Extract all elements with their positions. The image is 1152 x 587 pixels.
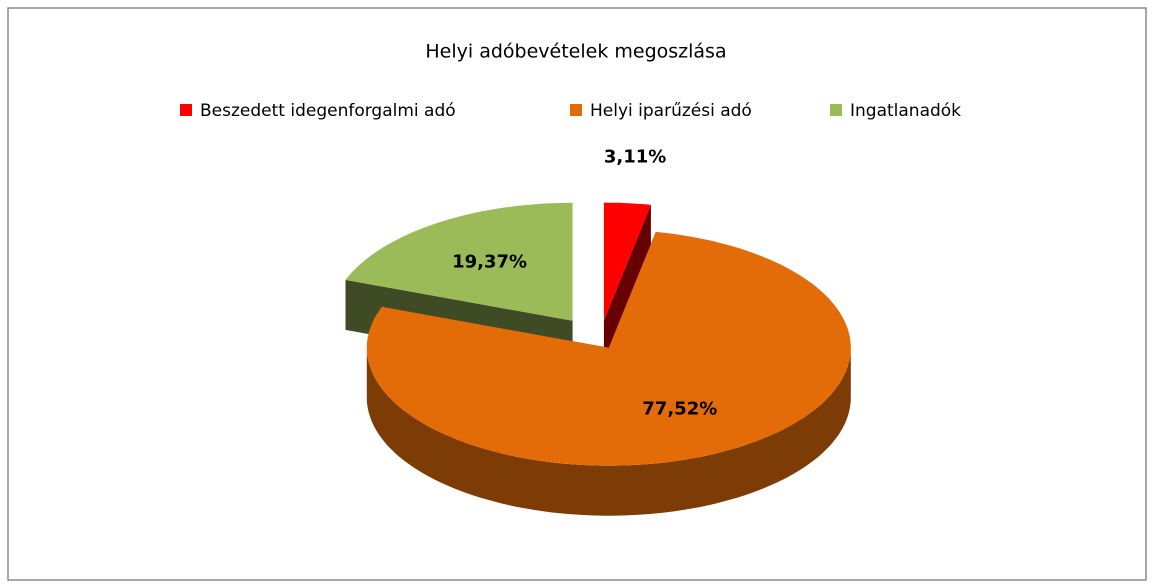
legend-swatch bbox=[830, 104, 842, 116]
legend-swatch bbox=[570, 104, 582, 116]
slice bbox=[603, 202, 651, 321]
legend-label: Ingatlanadók bbox=[850, 101, 961, 121]
chart-title: Helyi adóbevételek megoszlása bbox=[425, 41, 726, 63]
data-label: 19,37% bbox=[452, 252, 527, 273]
slice-wall bbox=[366, 347, 851, 516]
legend-label: Beszedett idegenforgalmi adó bbox=[200, 101, 456, 121]
slice-side bbox=[603, 204, 651, 371]
data-label: 77,52% bbox=[642, 398, 717, 419]
slice bbox=[366, 231, 851, 466]
legend-label: Helyi iparűzési adó bbox=[590, 101, 752, 121]
slice bbox=[345, 202, 573, 321]
data-label: 3,11% bbox=[604, 147, 666, 168]
legend-swatch bbox=[180, 104, 192, 116]
